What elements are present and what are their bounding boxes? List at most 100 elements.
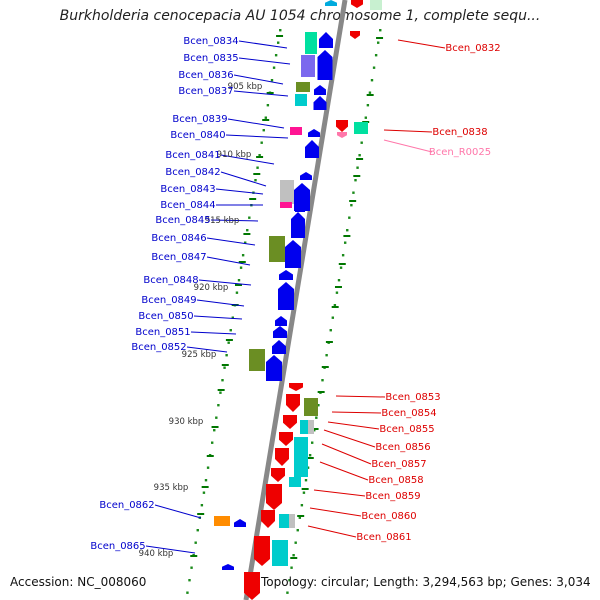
- feature-box: [305, 32, 317, 54]
- leader-line: [154, 504, 202, 519]
- scale-label: 920 kbp: [194, 283, 229, 293]
- track-dot: [300, 504, 304, 507]
- cds-arrow: [275, 316, 287, 326]
- cds-arrow: [319, 32, 333, 48]
- feature-box: [289, 477, 301, 487]
- leader-line: [313, 489, 366, 497]
- track-dot: [196, 529, 199, 532]
- gene-label-bcen_0865: Bcen_0865: [90, 541, 145, 552]
- track-dot: [237, 279, 241, 282]
- feature-box: [354, 122, 368, 134]
- leader-line: [307, 525, 357, 538]
- feature-box: [289, 514, 295, 528]
- gene-label-bcen_0841: Bcen_0841: [165, 150, 220, 161]
- gene-label-bcen_0855: Bcen_0855: [379, 424, 434, 435]
- gene-label-bcen_0847: Bcen_0847: [151, 252, 206, 263]
- track-dot: [329, 329, 332, 332]
- track-dot: [274, 54, 278, 57]
- track-dot: [188, 579, 191, 582]
- cds-arrow: [291, 212, 305, 238]
- track-dot: [354, 179, 357, 182]
- track-dot: [337, 279, 341, 282]
- leader-line: [335, 395, 386, 398]
- cds-arrow: [289, 383, 303, 391]
- gene-label-bcen_0842: Bcen_0842: [165, 167, 220, 178]
- track-dot: [227, 341, 230, 344]
- gene-label-bcen_0849: Bcen_0849: [141, 295, 196, 306]
- track-dot: [264, 116, 268, 119]
- leader-line: [225, 134, 289, 139]
- track-dot: [286, 591, 289, 594]
- gene-label-bcen_0837: Bcen_0837: [178, 86, 233, 97]
- track-dot: [343, 241, 347, 244]
- track-dot: [335, 291, 339, 294]
- gene-label-bcen_0839: Bcen_0839: [172, 114, 227, 125]
- cds-arrow: [294, 183, 310, 211]
- track-dot: [290, 566, 293, 569]
- cds-arrow: [336, 120, 348, 132]
- topology-summary: Topology: circular; Length: 3,294,563 bp…: [261, 575, 591, 589]
- track-dot: [217, 404, 220, 407]
- scale-label: 940 kbp: [139, 549, 174, 559]
- leader-line: [397, 39, 446, 49]
- leader-line: [190, 331, 237, 335]
- track-dot: [292, 554, 295, 557]
- track-dot: [296, 529, 299, 532]
- track-dot: [206, 466, 210, 469]
- leader-line: [227, 118, 285, 129]
- track-dot: [248, 216, 251, 219]
- track-dot: [270, 79, 274, 82]
- scale-label: 905 kbp: [228, 82, 263, 92]
- leader-line: [238, 40, 288, 49]
- track-dot: [374, 54, 378, 57]
- gene-label-bcen_0840: Bcen_0840: [170, 130, 225, 141]
- cds-arrow: [271, 468, 285, 482]
- track-dot: [379, 29, 382, 32]
- cds-arrow: [305, 140, 319, 158]
- leader-line: [210, 219, 259, 222]
- track-dot: [313, 429, 316, 432]
- track-dot: [348, 216, 351, 219]
- track-dot: [317, 404, 320, 407]
- leader-line: [220, 154, 275, 165]
- feature-box: [279, 514, 289, 528]
- leader-line: [233, 74, 284, 85]
- cds-arrow: [278, 282, 294, 310]
- track-dot: [298, 516, 302, 519]
- rna-arrow: [337, 132, 347, 138]
- cds-arrow: [351, 0, 363, 8]
- scale-label: 915 kbp: [205, 216, 240, 226]
- track-dot: [272, 66, 276, 69]
- track-dot: [310, 441, 314, 444]
- gene-label-bcen_0843: Bcen_0843: [160, 184, 215, 195]
- leader-line: [331, 411, 382, 414]
- track-dot: [229, 329, 232, 332]
- track-dot: [288, 579, 291, 582]
- track-dot: [186, 591, 189, 594]
- track-dot: [246, 229, 249, 232]
- scale-label: 930 kbp: [169, 417, 204, 427]
- feature-box: [280, 180, 294, 204]
- leader-line: [193, 315, 243, 320]
- track-dot: [331, 316, 335, 319]
- track-dot: [204, 479, 208, 482]
- leader-line: [383, 129, 433, 133]
- track-dot: [221, 379, 224, 382]
- track-dot: [241, 254, 245, 257]
- cds-arrow: [285, 240, 301, 268]
- leader-line: [323, 429, 376, 448]
- track-dot: [304, 479, 308, 482]
- track-dot: [225, 354, 228, 357]
- cds-arrow: [275, 448, 289, 466]
- track-dot: [231, 316, 235, 319]
- cds-arrow: [283, 415, 297, 429]
- track-dot: [235, 291, 239, 294]
- track-dot: [306, 466, 310, 469]
- cds-arrow: [295, 206, 305, 212]
- feature-box: [295, 94, 307, 106]
- feature-box: [249, 349, 265, 371]
- track-dot: [341, 254, 345, 257]
- track-dot: [210, 441, 214, 444]
- gene-label-bcen_0848: Bcen_0848: [143, 275, 198, 286]
